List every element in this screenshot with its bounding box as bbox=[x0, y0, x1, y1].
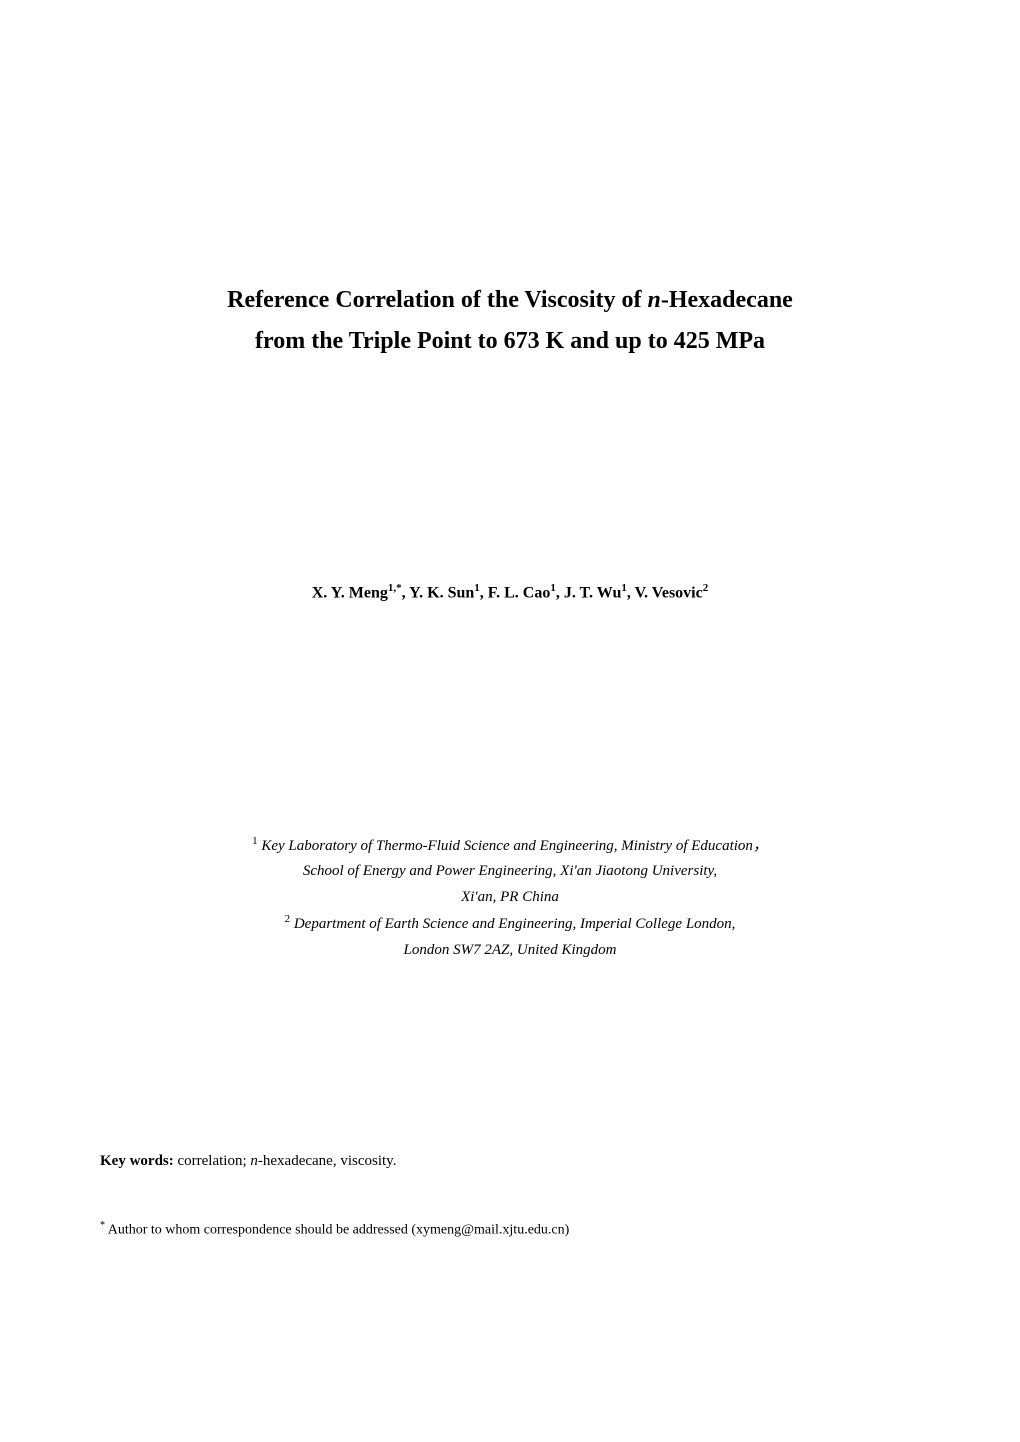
title-text-italic: n bbox=[648, 287, 661, 313]
author-5: V. Vesovic bbox=[635, 584, 703, 601]
keywords-text-italic: n bbox=[250, 1153, 258, 1169]
keywords-text-prefix: correlation; bbox=[178, 1153, 251, 1169]
title-line-1: Reference Correlation of the Viscosity o… bbox=[100, 280, 920, 321]
affiliation-2: 2 Department of Earth Science and Engine… bbox=[100, 910, 920, 938]
author-2: Y. K. Sun bbox=[409, 584, 474, 601]
author-1-sup: 1,* bbox=[388, 582, 402, 594]
author-1: X. Y. Meng bbox=[312, 584, 388, 601]
affiliation-1: 1 Key Laboratory of Thermo-Fluid Science… bbox=[100, 832, 920, 860]
affiliation-2-line-2: London SW7 2AZ, United Kingdom bbox=[100, 938, 920, 964]
keywords-label: Key words: bbox=[100, 1153, 178, 1169]
separator: , bbox=[556, 584, 564, 601]
author-5-sup: 2 bbox=[703, 582, 709, 594]
title-line-2: from the Triple Point to 673 K and up to… bbox=[100, 321, 920, 362]
keywords-text-suffix: -hexadecane, viscosity. bbox=[258, 1153, 397, 1169]
affiliation-2-line-1: Department of Earth Science and Engineer… bbox=[290, 916, 735, 932]
author-4: J. T. Wu bbox=[564, 584, 622, 601]
separator: , bbox=[627, 584, 635, 601]
separator: , bbox=[402, 584, 409, 601]
title-text-suffix: -Hexadecane bbox=[661, 287, 793, 313]
paper-title: Reference Correlation of the Viscosity o… bbox=[100, 280, 920, 362]
affiliation-1-line-1: Key Laboratory of Thermo-Fluid Science a… bbox=[258, 838, 768, 854]
footnote-text: Author to whom correspondence should be … bbox=[105, 1223, 569, 1238]
corresponding-author-footnote: * Author to whom correspondence should b… bbox=[100, 1220, 920, 1239]
title-text-prefix: Reference Correlation of the Viscosity o… bbox=[227, 287, 647, 313]
affiliation-1-line-3: Xi'an, PR China bbox=[100, 885, 920, 911]
keywords-block: Key words: correlation; n-hexadecane, vi… bbox=[100, 1153, 920, 1170]
separator: , bbox=[480, 584, 488, 601]
authors-list: X. Y. Meng1,*, Y. K. Sun1, F. L. Cao1, J… bbox=[100, 582, 920, 602]
author-3: F. L. Cao bbox=[488, 584, 551, 601]
affiliations-block: 1 Key Laboratory of Thermo-Fluid Science… bbox=[100, 832, 920, 964]
affiliation-1-line-2: School of Energy and Power Engineering, … bbox=[100, 859, 920, 885]
